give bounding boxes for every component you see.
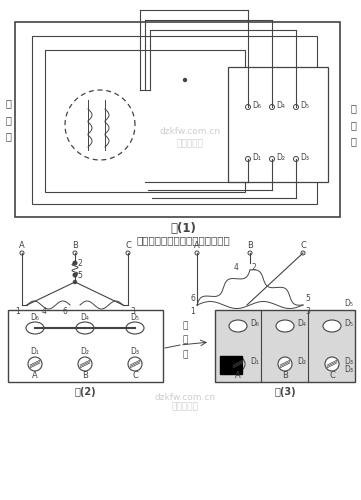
Text: D₁: D₁	[31, 348, 39, 356]
Text: 接
线
板: 接 线 板	[350, 104, 356, 146]
Text: A: A	[235, 371, 241, 380]
Text: 图(1): 图(1)	[170, 222, 196, 234]
Text: D₂: D₂	[276, 154, 285, 162]
Text: 5: 5	[305, 294, 310, 303]
Text: D₆: D₆	[250, 318, 259, 328]
Bar	[32, 36, 317, 204]
Text: B: B	[82, 371, 88, 380]
Text: D₄: D₄	[276, 102, 285, 110]
Text: D₃: D₃	[130, 348, 139, 356]
Text: D₅: D₅	[300, 102, 309, 110]
Circle shape	[126, 251, 130, 255]
Text: 图(3): 图(3)	[274, 387, 296, 397]
Text: D₃: D₃	[344, 356, 353, 366]
Text: 2: 2	[77, 258, 82, 268]
Ellipse shape	[229, 320, 247, 332]
Text: D₂: D₂	[297, 356, 306, 366]
Text: D₄: D₄	[297, 318, 306, 328]
Text: D₆: D₆	[252, 102, 261, 110]
Bar	[215, 310, 355, 382]
Text: C: C	[132, 371, 138, 380]
Text: 电子开发网: 电子开发网	[177, 140, 204, 148]
Bar	[228, 67, 328, 182]
Circle shape	[293, 156, 299, 162]
Text: 4: 4	[42, 307, 47, 316]
Bar	[220, 356, 242, 374]
Circle shape	[195, 251, 199, 255]
Text: 6: 6	[190, 294, 195, 303]
Text: D₃: D₃	[300, 154, 309, 162]
Text: B: B	[282, 371, 288, 380]
Text: 3: 3	[305, 307, 310, 316]
Circle shape	[20, 251, 24, 255]
Text: 电
动
机: 电 动 机	[5, 98, 11, 142]
Circle shape	[245, 156, 251, 162]
Text: D₅: D₅	[130, 314, 139, 322]
Text: 1: 1	[15, 307, 20, 316]
Text: A: A	[19, 241, 25, 250]
Circle shape	[73, 251, 77, 255]
Circle shape	[278, 357, 292, 371]
Circle shape	[128, 357, 142, 371]
Ellipse shape	[276, 320, 294, 332]
Text: B: B	[247, 241, 253, 250]
Text: D₃: D₃	[344, 366, 353, 374]
Text: 4: 4	[233, 264, 238, 272]
Ellipse shape	[126, 322, 144, 334]
Text: dzkfw.com.cn: dzkfw.com.cn	[160, 128, 221, 136]
Text: 接
线
板: 接 线 板	[182, 321, 188, 359]
Bar	[8, 310, 163, 382]
Text: D₅: D₅	[344, 318, 353, 328]
Text: 2: 2	[252, 264, 257, 272]
Circle shape	[301, 251, 305, 255]
Bar	[45, 50, 245, 192]
Circle shape	[73, 261, 77, 265]
Circle shape	[245, 104, 251, 110]
Text: B: B	[72, 241, 78, 250]
Circle shape	[293, 104, 299, 110]
Circle shape	[325, 357, 339, 371]
Circle shape	[270, 156, 274, 162]
Text: D₂: D₂	[81, 348, 90, 356]
Text: D₅: D₅	[344, 299, 353, 308]
Circle shape	[73, 273, 77, 277]
Text: 三相异步电动机接线图及接线方式: 三相异步电动机接线图及接线方式	[136, 235, 230, 245]
Text: 3: 3	[130, 307, 135, 316]
Text: D₁: D₁	[252, 154, 261, 162]
Text: 图(2): 图(2)	[75, 387, 96, 397]
Ellipse shape	[323, 320, 341, 332]
Text: D₆: D₆	[30, 314, 39, 322]
Text: D₄: D₄	[81, 314, 90, 322]
Ellipse shape	[26, 322, 44, 334]
Text: A: A	[32, 371, 38, 380]
Text: 1: 1	[190, 307, 195, 316]
Circle shape	[74, 280, 77, 283]
Circle shape	[231, 357, 245, 371]
Text: dzkfw.com.cn: dzkfw.com.cn	[155, 392, 216, 402]
Circle shape	[28, 357, 42, 371]
Circle shape	[270, 104, 274, 110]
Text: D₁: D₁	[250, 356, 259, 366]
Circle shape	[78, 357, 92, 371]
Bar	[15, 22, 340, 217]
Text: 6: 6	[62, 307, 68, 316]
Text: C: C	[125, 241, 131, 250]
Ellipse shape	[76, 322, 94, 334]
Circle shape	[248, 251, 252, 255]
Circle shape	[183, 78, 187, 82]
Text: 5: 5	[77, 270, 82, 280]
Text: 电子开发网: 电子开发网	[171, 402, 199, 411]
Text: C: C	[300, 241, 306, 250]
Text: C: C	[329, 371, 335, 380]
Text: A: A	[194, 241, 200, 250]
